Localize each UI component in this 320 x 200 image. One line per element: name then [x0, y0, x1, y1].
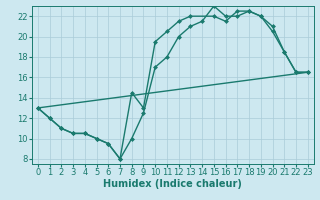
X-axis label: Humidex (Indice chaleur): Humidex (Indice chaleur) [103, 179, 242, 189]
